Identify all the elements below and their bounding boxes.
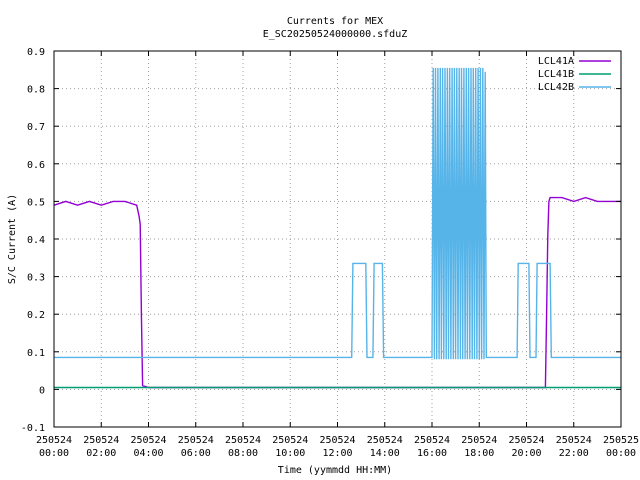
x-tick-label-date: 250524 (319, 435, 355, 446)
y-tick-label: 0.8 (27, 85, 45, 96)
x-tick-label-date: 250524 (178, 435, 214, 446)
series-line-lcl42b (54, 67, 621, 360)
y-tick-label: 0.4 (27, 235, 45, 246)
legend-label-lcl41a: LCL41A (538, 56, 574, 67)
x-axis-label: Time (yymmdd HH:MM) (278, 465, 392, 476)
x-tick-label-date: 250524 (414, 435, 450, 446)
x-tick-label-time: 22:00 (559, 448, 589, 459)
y-tick-label: -0.1 (21, 423, 45, 434)
x-tick-label-time: 18:00 (464, 448, 494, 459)
y-tick-label: 0.7 (27, 122, 45, 133)
y-tick-label: 0.9 (27, 47, 45, 58)
axis-ticks: 250524 00:00 250524 02:00 250524 04:00 250524 0… (21, 47, 639, 459)
x-tick-label-time: 20:00 (511, 448, 541, 459)
legend-label-lcl42b: LCL42B (538, 82, 574, 93)
x-tick-label-date: 250524 (367, 435, 403, 446)
y-tick-label: 0 (39, 385, 45, 396)
grid (54, 51, 621, 427)
x-tick-label-date: 250524 (225, 435, 261, 446)
legend: LCL41A LCL41B LCL42B (538, 56, 611, 93)
y-axis-label: S/C Current (A) (7, 194, 18, 284)
x-tick-label-time: 06:00 (181, 448, 211, 459)
x-tick-label-date: 250524 (130, 435, 166, 446)
y-tick-label: 0.3 (27, 273, 45, 284)
x-tick-label-date: 250524 (272, 435, 308, 446)
legend-label-lcl41b: LCL41B (538, 69, 574, 80)
x-tick-label-time: 10:00 (275, 448, 305, 459)
chart-subtitle: E_SC20250524000000.sfduZ (263, 29, 408, 40)
y-tick-label: 0.6 (27, 160, 45, 171)
x-tick-label-date: 250524 (83, 435, 119, 446)
x-tick-label-date: 250524 (556, 435, 592, 446)
x-tick-label-time: 02:00 (86, 448, 116, 459)
x-tick-label-date: 250524 (508, 435, 544, 446)
y-tick-label: 0.5 (27, 197, 45, 208)
series-layer (53, 67, 621, 389)
x-tick-label-date: 250524 (36, 435, 72, 446)
x-tick-label-time: 12:00 (322, 448, 352, 459)
x-tick-label-date: 250525 (603, 435, 639, 446)
x-tick-label-time: 16:00 (417, 448, 447, 459)
x-tick-label-time: 14:00 (370, 448, 400, 459)
x-tick-label-time: 08:00 (228, 448, 258, 459)
y-tick-label: 0.1 (27, 348, 45, 359)
x-tick-label-time: 04:00 (133, 448, 163, 459)
x-tick-label-date: 250524 (461, 435, 497, 446)
x-tick-label-time: 00:00 (606, 448, 636, 459)
chart-title: Currents for MEX (287, 16, 383, 27)
x-tick-label-time: 00:00 (39, 448, 69, 459)
y-tick-label: 0.2 (27, 310, 45, 321)
